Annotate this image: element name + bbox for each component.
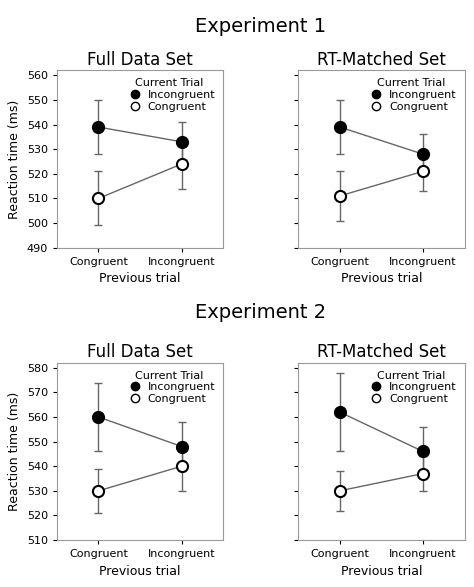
Legend: Incongruent, Congruent: Incongruent, Congruent — [121, 76, 218, 114]
X-axis label: Previous trial: Previous trial — [100, 565, 181, 578]
X-axis label: Previous trial: Previous trial — [100, 272, 181, 285]
Title: Full Data Set: Full Data Set — [87, 51, 193, 69]
Text: Experiment 2: Experiment 2 — [195, 303, 326, 322]
Legend: Incongruent, Congruent: Incongruent, Congruent — [363, 369, 459, 406]
X-axis label: Previous trial: Previous trial — [341, 272, 422, 285]
Legend: Incongruent, Congruent: Incongruent, Congruent — [121, 369, 218, 406]
Title: Full Data Set: Full Data Set — [87, 343, 193, 361]
Y-axis label: Reaction time (ms): Reaction time (ms) — [8, 392, 21, 511]
Title: RT-Matched Set: RT-Matched Set — [317, 51, 446, 69]
Y-axis label: Reaction time (ms): Reaction time (ms) — [8, 99, 21, 219]
X-axis label: Previous trial: Previous trial — [341, 565, 422, 578]
Text: Experiment 1: Experiment 1 — [195, 17, 326, 36]
Title: RT-Matched Set: RT-Matched Set — [317, 343, 446, 361]
Legend: Incongruent, Congruent: Incongruent, Congruent — [363, 76, 459, 114]
